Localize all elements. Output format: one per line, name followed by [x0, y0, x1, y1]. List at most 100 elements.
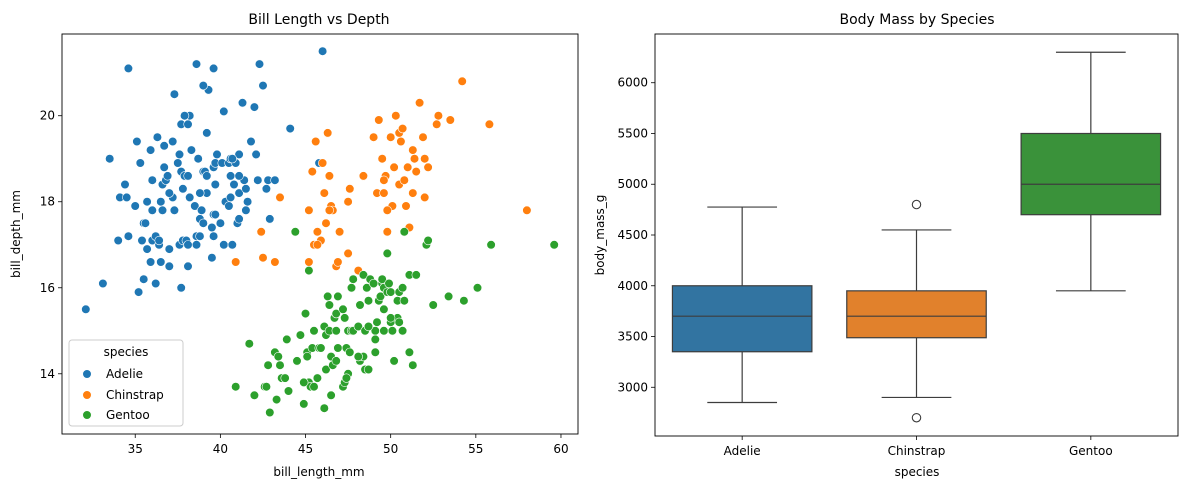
point-gentoo-23 — [309, 382, 319, 392]
point-chinstrap-60 — [323, 128, 333, 138]
point-adelie-22 — [147, 175, 157, 185]
point-adelie-117 — [234, 171, 244, 181]
point-chinstrap-21 — [343, 248, 353, 258]
point-adelie-64 — [197, 205, 207, 215]
point-gentoo-74 — [386, 287, 396, 297]
point-gentoo-98 — [302, 352, 312, 362]
point-adelie-8 — [123, 231, 133, 241]
point-adelie-94 — [234, 149, 244, 159]
point-adelie-19 — [146, 257, 156, 267]
scatter-points — [81, 46, 559, 418]
point-gentoo-84 — [404, 347, 415, 357]
legend-frame — [68, 339, 184, 427]
point-chinstrap-3 — [270, 257, 280, 267]
box-adelie — [671, 285, 813, 353]
point-adelie-40 — [169, 89, 179, 99]
point-chinstrap-45 — [411, 167, 421, 177]
point-adelie-25 — [152, 132, 162, 142]
point-gentoo-100 — [340, 313, 350, 323]
point-gentoo-86 — [408, 360, 418, 370]
point-gentoo-16 — [299, 399, 309, 409]
scatter-plot-frame — [61, 33, 579, 435]
point-gentoo-113 — [282, 334, 292, 345]
y-tick-label-3500: 3500 — [617, 330, 648, 344]
point-adelie-65 — [198, 218, 208, 228]
point-adelie-72 — [207, 253, 217, 263]
point-gentoo-104 — [353, 352, 363, 362]
point-adelie-92 — [234, 214, 244, 224]
point-chinstrap-26 — [374, 115, 384, 125]
point-gentoo-82 — [399, 296, 409, 306]
point-gentoo-57 — [363, 364, 374, 375]
point-gentoo-29 — [321, 364, 331, 375]
point-gentoo-61 — [370, 347, 380, 357]
point-gentoo-25 — [312, 373, 323, 383]
point-gentoo-14 — [290, 227, 300, 237]
point-adelie-101 — [251, 149, 261, 159]
point-adelie-85 — [226, 171, 236, 181]
point-chinstrap-50 — [423, 162, 433, 172]
point-gentoo-112 — [295, 330, 306, 340]
scatter-y-label: bill_depth_mm — [9, 190, 23, 278]
point-adelie-18 — [146, 145, 156, 155]
point-adelie-80 — [219, 240, 229, 250]
point-adelie-53 — [183, 261, 193, 271]
point-gentoo-51 — [355, 300, 365, 310]
point-adelie-95 — [237, 98, 248, 108]
point-gentoo-92 — [459, 296, 469, 306]
point-gentoo-99 — [299, 377, 309, 388]
point-gentoo-83 — [399, 227, 409, 237]
point-gentoo-2 — [249, 390, 259, 400]
boxplot-y-axis: 3000 3500 4000 4500 5000 5500 6000 — [617, 76, 655, 394]
legend-marker-gentoo — [82, 410, 92, 420]
legend-label-gentoo: Gentoo — [106, 408, 150, 422]
point-adelie-111 — [318, 46, 328, 56]
point-gentoo-60 — [369, 278, 379, 289]
point-chinstrap-42 — [408, 145, 418, 155]
point-chinstrap-37 — [396, 136, 406, 147]
point-gentoo-97 — [341, 373, 352, 383]
scatter-panel: Bill Length vs Depth 35 40 45 50 55 60 14 16 18… — [9, 12, 579, 479]
point-adelie-108 — [270, 175, 280, 185]
point-adelie-99 — [246, 136, 256, 147]
point-adelie-0 — [81, 304, 91, 314]
point-adelie-35 — [164, 244, 174, 254]
point-chinstrap-12 — [318, 158, 328, 168]
point-chinstrap-15 — [324, 171, 335, 181]
point-chinstrap-39 — [399, 175, 409, 185]
point-adelie-5 — [120, 179, 130, 190]
point-adelie-98 — [243, 197, 253, 207]
point-adelie-78 — [212, 149, 222, 159]
point-gentoo-46 — [345, 347, 355, 357]
x-tick-label-adelie: Adelie — [724, 444, 761, 458]
x-tick-label-50: 50 — [383, 442, 398, 456]
x-tick-label-35: 35 — [128, 442, 143, 456]
legend-marker-adelie — [82, 369, 92, 379]
scatter-title: Bill Length vs Depth — [248, 12, 389, 28]
point-gentoo-53 — [358, 270, 369, 280]
point-adelie-56 — [186, 145, 196, 155]
point-gentoo-102 — [370, 334, 380, 345]
point-gentoo-68 — [379, 326, 389, 336]
point-gentoo-109 — [386, 313, 396, 323]
point-chinstrap-41 — [403, 162, 413, 172]
point-adelie-93 — [234, 188, 244, 198]
point-adelie-54 — [185, 192, 195, 202]
outlier-chinstrap-0 — [911, 199, 922, 210]
point-gentoo-20 — [304, 266, 314, 276]
point-chinstrap-22 — [345, 184, 355, 194]
point-gentoo-110 — [398, 283, 408, 293]
point-adelie-112 — [198, 80, 208, 91]
legend-label-chinstrap: Chinstrap — [106, 388, 164, 402]
point-gentoo-79 — [394, 317, 404, 327]
point-adelie-61 — [193, 154, 203, 164]
point-gentoo-17 — [300, 309, 311, 319]
point-gentoo-89 — [423, 235, 433, 246]
point-chinstrap-65 — [382, 205, 392, 215]
point-gentoo-41 — [338, 304, 348, 314]
point-gentoo-5 — [263, 360, 273, 370]
x-tick-label-60: 60 — [553, 442, 568, 456]
y-tick-label-14: 14 — [40, 367, 55, 381]
point-gentoo-106 — [316, 343, 326, 353]
y-tick-label-18: 18 — [40, 195, 55, 209]
